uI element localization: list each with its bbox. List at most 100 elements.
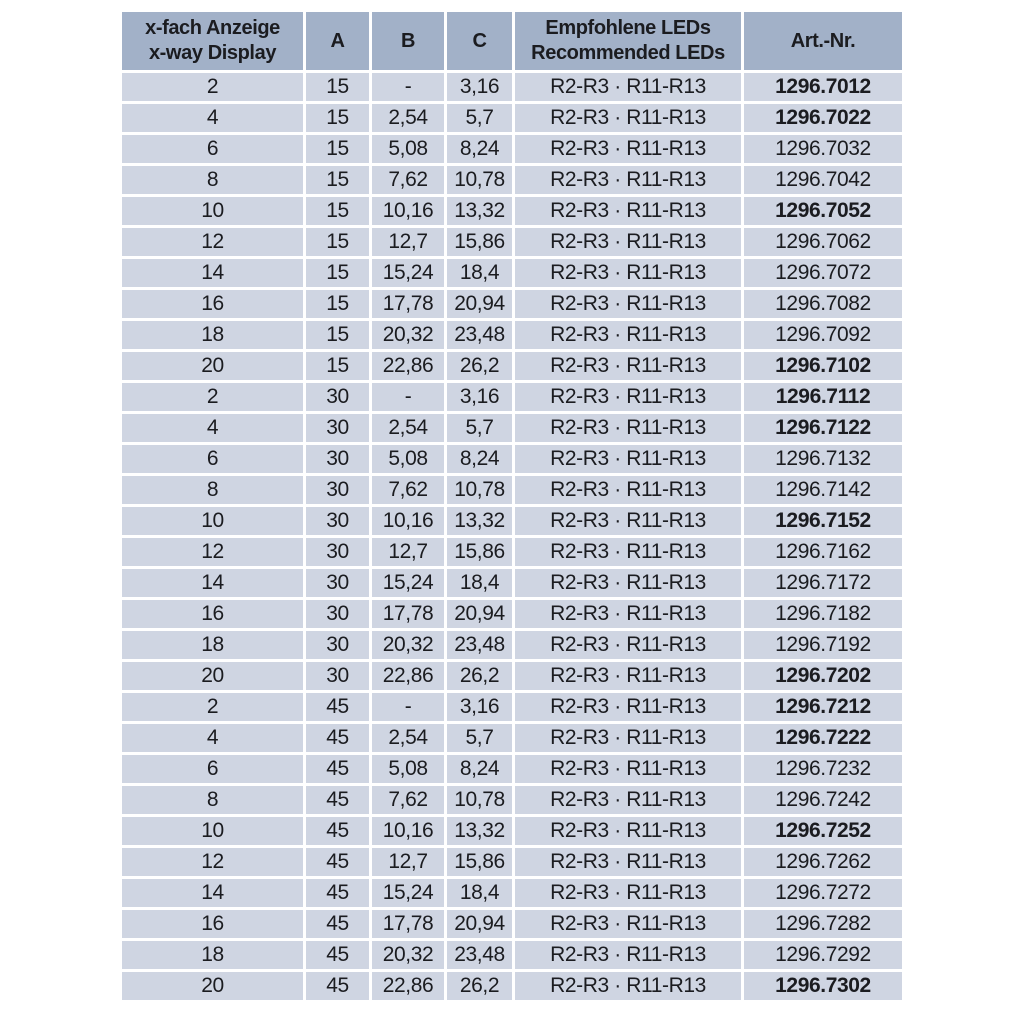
cell-dimension-a: 30	[306, 507, 369, 535]
cell-dimension-a: 45	[306, 724, 369, 752]
cell-art-nr: 1296.7302	[744, 972, 902, 1000]
cell-art-nr: 1296.7182	[744, 600, 902, 628]
cell-display-count: 16	[122, 290, 303, 318]
table-row: 4 30 2,54 5,7 R2-R3 · R11-R13 1296.7122	[122, 414, 902, 442]
table-row: 12 45 12,7 15,86 R2-R3 · R11-R13 1296.72…	[122, 848, 902, 876]
cell-art-nr: 1296.7192	[744, 631, 902, 659]
cell-art-nr: 1296.7022	[744, 104, 902, 132]
cell-dimension-c: 18,4	[447, 259, 512, 287]
cell-art-nr: 1296.7292	[744, 941, 902, 969]
cell-dimension-c: 3,16	[447, 383, 512, 411]
cell-dimension-a: 45	[306, 786, 369, 814]
cell-display-count: 10	[122, 507, 303, 535]
cell-art-nr: 1296.7012	[744, 73, 902, 101]
cell-dimension-c: 26,2	[447, 662, 512, 690]
cell-dimension-c: 5,7	[447, 104, 512, 132]
cell-display-count: 10	[122, 197, 303, 225]
cell-dimension-b: 5,08	[372, 755, 444, 783]
cell-dimension-c: 10,78	[447, 786, 512, 814]
cell-display-count: 16	[122, 600, 303, 628]
cell-art-nr: 1296.7272	[744, 879, 902, 907]
cell-recommended-leds: R2-R3 · R11-R13	[515, 662, 741, 690]
cell-dimension-a: 15	[306, 352, 369, 380]
cell-display-count: 8	[122, 786, 303, 814]
cell-dimension-c: 23,48	[447, 941, 512, 969]
cell-dimension-b: 15,24	[372, 879, 444, 907]
cell-dimension-c: 23,48	[447, 321, 512, 349]
cell-dimension-b: 17,78	[372, 290, 444, 318]
cell-dimension-a: 45	[306, 693, 369, 721]
cell-dimension-c: 20,94	[447, 290, 512, 318]
cell-recommended-leds: R2-R3 · R11-R13	[515, 445, 741, 473]
cell-recommended-leds: R2-R3 · R11-R13	[515, 941, 741, 969]
cell-dimension-b: 15,24	[372, 259, 444, 287]
cell-dimension-b: 7,62	[372, 786, 444, 814]
cell-dimension-c: 26,2	[447, 352, 512, 380]
table-row: 18 45 20,32 23,48 R2-R3 · R11-R13 1296.7…	[122, 941, 902, 969]
cell-display-count: 6	[122, 135, 303, 163]
cell-recommended-leds: R2-R3 · R11-R13	[515, 724, 741, 752]
cell-dimension-b: 5,08	[372, 445, 444, 473]
header-display-line2: x-way Display	[148, 42, 277, 64]
cell-recommended-leds: R2-R3 · R11-R13	[515, 972, 741, 1000]
led-spec-table: x-fach Anzeige x-way Display A B C Empfo…	[119, 9, 905, 1003]
cell-dimension-b: 10,16	[372, 197, 444, 225]
cell-art-nr: 1296.7032	[744, 135, 902, 163]
cell-dimension-c: 8,24	[447, 135, 512, 163]
cell-dimension-c: 10,78	[447, 476, 512, 504]
cell-recommended-leds: R2-R3 · R11-R13	[515, 600, 741, 628]
cell-display-count: 6	[122, 755, 303, 783]
table-header: x-fach Anzeige x-way Display A B C Empfo…	[122, 12, 902, 70]
cell-display-count: 4	[122, 104, 303, 132]
cell-dimension-a: 30	[306, 414, 369, 442]
column-header-b: B	[372, 12, 444, 70]
table-row: 2 30 - 3,16 R2-R3 · R11-R13 1296.7112	[122, 383, 902, 411]
cell-art-nr: 1296.7162	[744, 538, 902, 566]
table-row: 16 30 17,78 20,94 R2-R3 · R11-R13 1296.7…	[122, 600, 902, 628]
cell-art-nr: 1296.7252	[744, 817, 902, 845]
cell-dimension-b: 2,54	[372, 104, 444, 132]
cell-recommended-leds: R2-R3 · R11-R13	[515, 786, 741, 814]
cell-display-count: 8	[122, 166, 303, 194]
cell-dimension-c: 15,86	[447, 848, 512, 876]
column-header-a: A	[306, 12, 369, 70]
cell-recommended-leds: R2-R3 · R11-R13	[515, 631, 741, 659]
cell-dimension-b: 5,08	[372, 135, 444, 163]
cell-recommended-leds: R2-R3 · R11-R13	[515, 693, 741, 721]
table-row: 12 15 12,7 15,86 R2-R3 · R11-R13 1296.70…	[122, 228, 902, 256]
cell-dimension-b: -	[372, 693, 444, 721]
cell-dimension-b: 7,62	[372, 166, 444, 194]
cell-art-nr: 1296.7152	[744, 507, 902, 535]
cell-dimension-b: 2,54	[372, 724, 444, 752]
table-row: 2 15 - 3,16 R2-R3 · R11-R13 1296.7012	[122, 73, 902, 101]
cell-art-nr: 1296.7132	[744, 445, 902, 473]
cell-dimension-a: 15	[306, 228, 369, 256]
table-row: 14 45 15,24 18,4 R2-R3 · R11-R13 1296.72…	[122, 879, 902, 907]
cell-dimension-b: 20,32	[372, 631, 444, 659]
cell-recommended-leds: R2-R3 · R11-R13	[515, 228, 741, 256]
cell-display-count: 2	[122, 383, 303, 411]
cell-dimension-b: -	[372, 383, 444, 411]
cell-recommended-leds: R2-R3 · R11-R13	[515, 538, 741, 566]
cell-dimension-a: 15	[306, 197, 369, 225]
table-row: 8 45 7,62 10,78 R2-R3 · R11-R13 1296.724…	[122, 786, 902, 814]
cell-recommended-leds: R2-R3 · R11-R13	[515, 135, 741, 163]
cell-dimension-c: 26,2	[447, 972, 512, 1000]
cell-recommended-leds: R2-R3 · R11-R13	[515, 755, 741, 783]
cell-art-nr: 1296.7082	[744, 290, 902, 318]
cell-display-count: 10	[122, 817, 303, 845]
cell-dimension-c: 5,7	[447, 724, 512, 752]
cell-display-count: 6	[122, 445, 303, 473]
table-row: 8 15 7,62 10,78 R2-R3 · R11-R13 1296.704…	[122, 166, 902, 194]
cell-dimension-c: 8,24	[447, 445, 512, 473]
cell-dimension-a: 30	[306, 569, 369, 597]
cell-art-nr: 1296.7222	[744, 724, 902, 752]
cell-dimension-c: 20,94	[447, 910, 512, 938]
cell-art-nr: 1296.7202	[744, 662, 902, 690]
table-row: 14 30 15,24 18,4 R2-R3 · R11-R13 1296.71…	[122, 569, 902, 597]
cell-dimension-c: 20,94	[447, 600, 512, 628]
column-header-display: x-fach Anzeige x-way Display	[122, 12, 303, 70]
cell-dimension-b: 20,32	[372, 941, 444, 969]
cell-display-count: 20	[122, 972, 303, 1000]
table-row: 16 15 17,78 20,94 R2-R3 · R11-R13 1296.7…	[122, 290, 902, 318]
